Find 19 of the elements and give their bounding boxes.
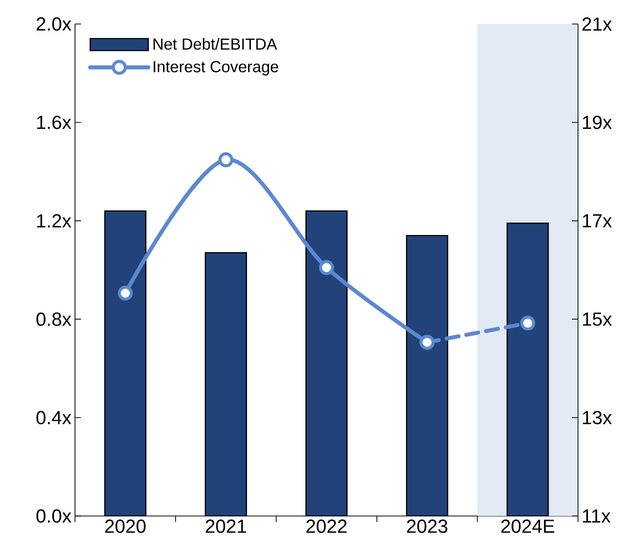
x-tick-label: 2023 <box>407 520 448 533</box>
legend-label: Interest Coverage <box>154 61 278 76</box>
y-tick-label: 0.0x <box>36 509 72 523</box>
y2-tick-label: 15x <box>582 312 612 326</box>
x-tick-label: 2022 <box>306 520 347 533</box>
y-tick-label: 1.6x <box>37 116 72 130</box>
y-tick-label: 2.0x <box>36 17 72 31</box>
y2-tick-label: 17x <box>582 214 612 228</box>
y-tick-label: 0.8x <box>36 312 72 326</box>
y2-tick-label: 21x <box>582 17 612 31</box>
x-tick-label: 2021 <box>206 520 246 533</box>
y2-tick-label: 11x <box>582 509 610 523</box>
y2-tick-label: 13x <box>582 410 612 424</box>
y-tick-label: 1.2x <box>37 214 72 228</box>
y-tick-label: 0.4x <box>36 410 72 424</box>
legend-label: Net Debt/EBITDA <box>154 38 278 50</box>
y2-tick-label: 19x <box>582 116 612 130</box>
x-tick-label: 2020 <box>105 520 146 533</box>
x-tick-label: 2024E <box>501 520 554 533</box>
